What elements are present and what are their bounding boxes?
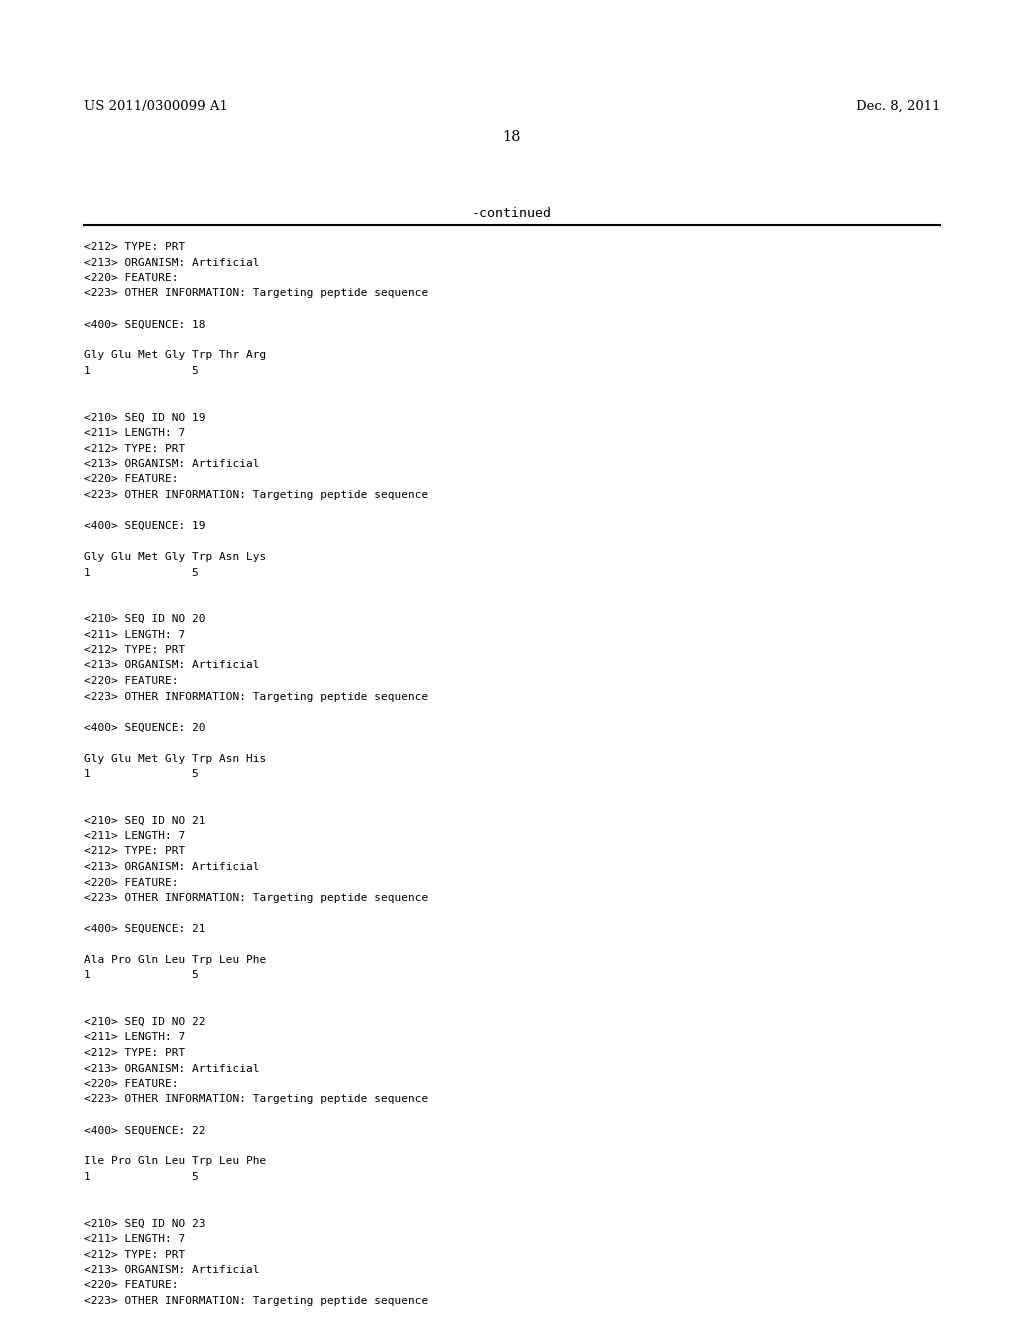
Text: Gly Glu Met Gly Trp Asn His: Gly Glu Met Gly Trp Asn His (84, 754, 266, 763)
Text: <212> TYPE: PRT: <212> TYPE: PRT (84, 444, 185, 454)
Text: 1               5: 1 5 (84, 970, 199, 981)
Text: <210> SEQ ID NO 22: <210> SEQ ID NO 22 (84, 1016, 206, 1027)
Text: <211> LENGTH: 7: <211> LENGTH: 7 (84, 428, 185, 438)
Text: <223> OTHER INFORMATION: Targeting peptide sequence: <223> OTHER INFORMATION: Targeting pepti… (84, 289, 428, 298)
Text: 1               5: 1 5 (84, 366, 199, 376)
Text: <210> SEQ ID NO 21: <210> SEQ ID NO 21 (84, 816, 206, 825)
Text: <220> FEATURE:: <220> FEATURE: (84, 676, 178, 686)
Text: <211> LENGTH: 7: <211> LENGTH: 7 (84, 832, 185, 841)
Text: <220> FEATURE:: <220> FEATURE: (84, 1280, 178, 1291)
Text: <210> SEQ ID NO 19: <210> SEQ ID NO 19 (84, 412, 206, 422)
Text: <223> OTHER INFORMATION: Targeting peptide sequence: <223> OTHER INFORMATION: Targeting pepti… (84, 1094, 428, 1105)
Text: <220> FEATURE:: <220> FEATURE: (84, 474, 178, 484)
Text: <212> TYPE: PRT: <212> TYPE: PRT (84, 1250, 185, 1259)
Text: <223> OTHER INFORMATION: Targeting peptide sequence: <223> OTHER INFORMATION: Targeting pepti… (84, 894, 428, 903)
Text: Ile Pro Gln Leu Trp Leu Phe: Ile Pro Gln Leu Trp Leu Phe (84, 1156, 266, 1167)
Text: Dec. 8, 2011: Dec. 8, 2011 (855, 100, 940, 114)
Text: <212> TYPE: PRT: <212> TYPE: PRT (84, 846, 185, 857)
Text: <213> ORGANISM: Artificial: <213> ORGANISM: Artificial (84, 459, 259, 469)
Text: <220> FEATURE:: <220> FEATURE: (84, 1078, 178, 1089)
Text: <213> ORGANISM: Artificial: <213> ORGANISM: Artificial (84, 862, 259, 873)
Text: <211> LENGTH: 7: <211> LENGTH: 7 (84, 1032, 185, 1043)
Text: <213> ORGANISM: Artificial: <213> ORGANISM: Artificial (84, 1064, 259, 1073)
Text: 1               5: 1 5 (84, 1172, 199, 1181)
Text: <400> SEQUENCE: 18: <400> SEQUENCE: 18 (84, 319, 206, 330)
Text: <211> LENGTH: 7: <211> LENGTH: 7 (84, 1234, 185, 1243)
Text: <223> OTHER INFORMATION: Targeting peptide sequence: <223> OTHER INFORMATION: Targeting pepti… (84, 490, 428, 500)
Text: <400> SEQUENCE: 20: <400> SEQUENCE: 20 (84, 722, 206, 733)
Text: 18: 18 (503, 129, 521, 144)
Text: <400> SEQUENCE: 21: <400> SEQUENCE: 21 (84, 924, 206, 935)
Text: 1               5: 1 5 (84, 770, 199, 779)
Text: <220> FEATURE:: <220> FEATURE: (84, 273, 178, 282)
Text: Gly Glu Met Gly Trp Thr Arg: Gly Glu Met Gly Trp Thr Arg (84, 351, 266, 360)
Text: <220> FEATURE:: <220> FEATURE: (84, 878, 178, 887)
Text: <210> SEQ ID NO 20: <210> SEQ ID NO 20 (84, 614, 206, 624)
Text: -continued: -continued (472, 207, 552, 220)
Text: <213> ORGANISM: Artificial: <213> ORGANISM: Artificial (84, 1265, 259, 1275)
Text: <212> TYPE: PRT: <212> TYPE: PRT (84, 645, 185, 655)
Text: <213> ORGANISM: Artificial: <213> ORGANISM: Artificial (84, 660, 259, 671)
Text: <223> OTHER INFORMATION: Targeting peptide sequence: <223> OTHER INFORMATION: Targeting pepti… (84, 1296, 428, 1305)
Text: <212> TYPE: PRT: <212> TYPE: PRT (84, 1048, 185, 1059)
Text: Ala Pro Gln Leu Trp Leu Phe: Ala Pro Gln Leu Trp Leu Phe (84, 954, 266, 965)
Text: Gly Glu Met Gly Trp Asn Lys: Gly Glu Met Gly Trp Asn Lys (84, 552, 266, 562)
Text: <213> ORGANISM: Artificial: <213> ORGANISM: Artificial (84, 257, 259, 268)
Text: <400> SEQUENCE: 22: <400> SEQUENCE: 22 (84, 1126, 206, 1135)
Text: <212> TYPE: PRT: <212> TYPE: PRT (84, 242, 185, 252)
Text: <210> SEQ ID NO 23: <210> SEQ ID NO 23 (84, 1218, 206, 1229)
Text: <211> LENGTH: 7: <211> LENGTH: 7 (84, 630, 185, 639)
Text: 1               5: 1 5 (84, 568, 199, 578)
Text: <223> OTHER INFORMATION: Targeting peptide sequence: <223> OTHER INFORMATION: Targeting pepti… (84, 692, 428, 701)
Text: <400> SEQUENCE: 19: <400> SEQUENCE: 19 (84, 521, 206, 531)
Text: US 2011/0300099 A1: US 2011/0300099 A1 (84, 100, 228, 114)
